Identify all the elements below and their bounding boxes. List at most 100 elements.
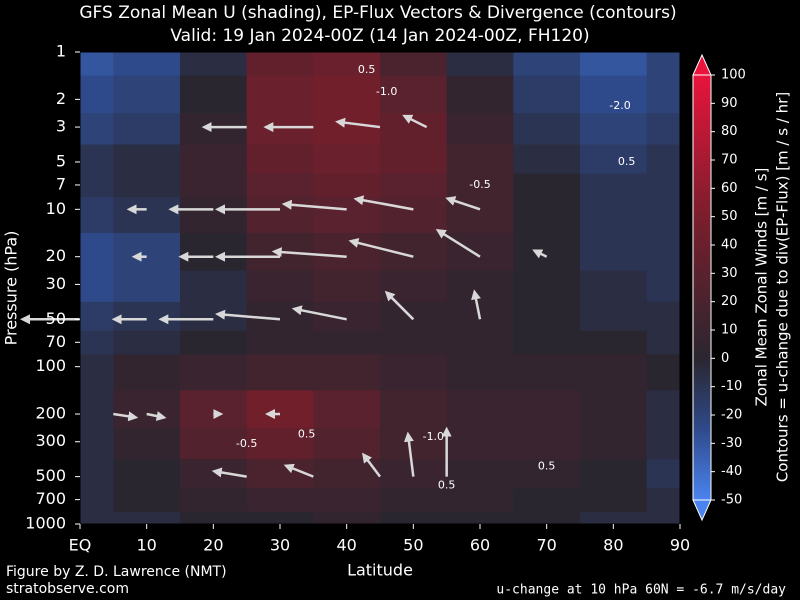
wind-cell <box>313 75 381 114</box>
colorbar-tick-label: -40 <box>721 464 742 479</box>
wind-cell <box>580 113 648 146</box>
wind-cell <box>113 197 181 234</box>
wind-cell <box>446 511 514 525</box>
ep-flux-vector <box>445 196 481 211</box>
wind-cell <box>113 390 181 429</box>
wind-cell <box>80 144 114 174</box>
wind-cell <box>180 173 248 198</box>
wind-cell <box>580 75 648 114</box>
wind-cell <box>80 75 114 114</box>
wind-cell <box>80 270 114 303</box>
wind-cell <box>513 301 581 332</box>
wind-cell <box>313 197 381 234</box>
wind-cell <box>113 427 181 460</box>
wind-cell <box>80 390 114 429</box>
wind-cell <box>180 488 248 513</box>
wind-cell <box>580 52 648 77</box>
colorbar-tick-label: 0 <box>721 351 729 366</box>
wind-cell <box>446 75 514 114</box>
wind-cell <box>180 330 248 355</box>
wind-cell <box>313 113 381 146</box>
wind-cell <box>313 233 381 272</box>
wind-cell <box>513 488 581 513</box>
wind-cell <box>580 511 648 525</box>
wind-cell <box>646 75 681 114</box>
wind-cell <box>513 113 581 146</box>
wind-cell <box>113 173 181 198</box>
wind-cell <box>113 144 181 174</box>
wind-cell <box>80 113 114 146</box>
x-tick-label: 90 <box>670 536 690 555</box>
wind-cell <box>380 144 448 174</box>
wind-cell <box>313 144 381 174</box>
wind-cell <box>513 233 581 272</box>
colorbar-tick-label: -50 <box>721 493 742 508</box>
wind-cell <box>646 173 681 198</box>
wind-cell <box>180 354 248 391</box>
wind-cell <box>113 459 181 489</box>
y-tick-label: 300 <box>35 431 66 450</box>
contour-label: -1.0 <box>376 85 397 98</box>
wind-cell <box>580 354 648 391</box>
wind-cell <box>246 113 314 146</box>
wind-cell <box>646 390 681 429</box>
colorbar-tick-label: 80 <box>721 124 738 139</box>
x-tick-label: 80 <box>603 536 623 555</box>
ep-flux-vector <box>335 117 381 129</box>
x-tick-label: 20 <box>203 536 223 555</box>
wind-cell <box>246 75 314 114</box>
wind-cell <box>580 173 648 198</box>
wind-cell <box>446 173 514 198</box>
wind-cell <box>180 75 248 114</box>
x-tick-label: 70 <box>536 536 556 555</box>
y-tick-label: 70 <box>46 332 66 351</box>
wind-cell <box>646 144 681 174</box>
wind-cell <box>180 390 248 429</box>
wind-cell <box>80 52 114 77</box>
wind-cell <box>446 233 514 272</box>
y-tick-label: 7 <box>56 174 66 193</box>
wind-cell <box>513 330 581 355</box>
colorbar-tick-label: 50 <box>721 209 738 224</box>
colorbar <box>693 75 711 500</box>
ep-flux-vector <box>532 249 548 259</box>
wind-cell <box>513 390 581 429</box>
wind-cell <box>113 330 181 355</box>
wind-cell <box>646 113 681 146</box>
wind-cell <box>80 354 114 391</box>
wind-cell <box>246 52 314 77</box>
colorbar-tick-label: -30 <box>721 436 742 451</box>
wind-cell <box>646 459 681 489</box>
wind-cell <box>513 354 581 391</box>
wind-cell <box>246 144 314 174</box>
wind-cell <box>446 459 514 489</box>
wind-cell <box>180 52 248 77</box>
contour-label: 0.5 <box>618 155 636 168</box>
wind-cell <box>580 427 648 460</box>
y-tick-label: 3 <box>56 117 66 136</box>
wind-cell <box>580 330 648 355</box>
footer-note: u-change at 10 hPa 60N = -6.7 m/s/day <box>496 583 786 598</box>
wind-cell <box>380 52 448 77</box>
wind-cell <box>646 301 681 332</box>
contour-label: -0.5 <box>469 178 490 191</box>
wind-cell <box>646 427 681 460</box>
wind-cell <box>80 301 114 332</box>
wind-cell <box>580 459 648 489</box>
wind-cell <box>113 113 181 146</box>
wind-cell <box>513 173 581 198</box>
wind-cell <box>580 270 648 303</box>
wind-cell <box>646 270 681 303</box>
wind-cell <box>513 197 581 234</box>
wind-cell <box>246 390 314 429</box>
wind-cell <box>246 511 314 525</box>
wind-cell <box>580 390 648 429</box>
wind-cell <box>513 52 581 77</box>
wind-cell <box>646 354 681 391</box>
wind-cell <box>113 52 181 77</box>
wind-cell <box>646 52 681 77</box>
wind-cell <box>446 354 514 391</box>
y-tick-label: 5 <box>56 151 66 170</box>
ep-flux-vector <box>402 114 428 129</box>
